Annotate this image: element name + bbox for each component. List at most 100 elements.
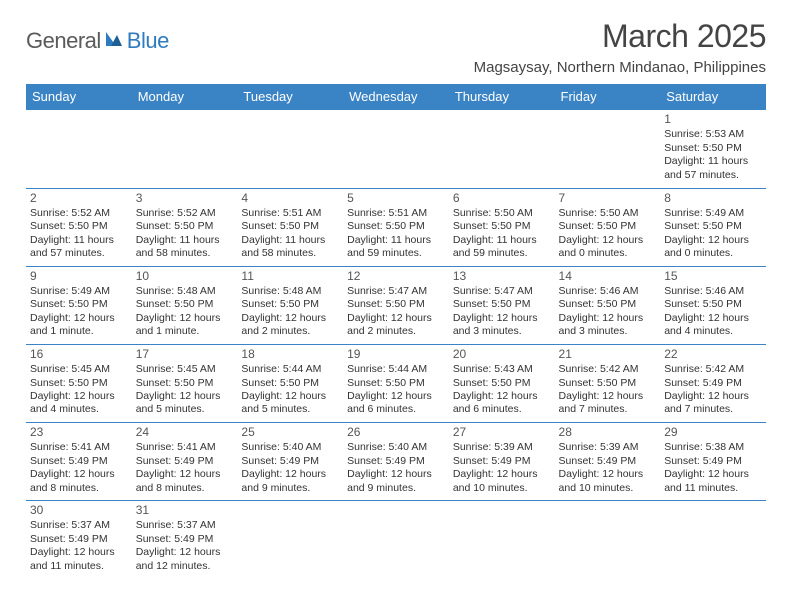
title-block: March 2025 Magsaysay, Northern Mindanao,… xyxy=(474,18,766,76)
sunrise-line: Sunrise: 5:45 AM xyxy=(30,363,128,376)
sunset-line: Sunset: 5:49 PM xyxy=(453,455,551,468)
calendar-blank-cell xyxy=(132,110,238,188)
sunrise-line: Sunrise: 5:37 AM xyxy=(30,519,128,532)
col-monday: Monday xyxy=(132,84,238,110)
day-number: 28 xyxy=(559,425,657,440)
sunrise-line: Sunrise: 5:47 AM xyxy=(347,285,445,298)
daylight-line: Daylight: 12 hours and 6 minutes. xyxy=(347,390,445,417)
calendar-blank-cell xyxy=(237,110,343,188)
day-number: 29 xyxy=(664,425,762,440)
calendar-blank-cell xyxy=(343,110,449,188)
daylight-line: Daylight: 12 hours and 0 minutes. xyxy=(559,234,657,261)
calendar-day-cell: 18Sunrise: 5:44 AMSunset: 5:50 PMDayligh… xyxy=(237,344,343,422)
calendar-week-row: 9Sunrise: 5:49 AMSunset: 5:50 PMDaylight… xyxy=(26,266,766,344)
calendar-day-cell: 14Sunrise: 5:46 AMSunset: 5:50 PMDayligh… xyxy=(555,266,661,344)
day-number: 1 xyxy=(664,112,762,127)
sunrise-line: Sunrise: 5:51 AM xyxy=(241,207,339,220)
day-number: 7 xyxy=(559,191,657,206)
sunrise-line: Sunrise: 5:49 AM xyxy=(30,285,128,298)
sunset-line: Sunset: 5:50 PM xyxy=(664,220,762,233)
day-number: 10 xyxy=(136,269,234,284)
sunset-line: Sunset: 5:50 PM xyxy=(347,298,445,311)
logo-sail-icon xyxy=(104,29,124,54)
sunset-line: Sunset: 5:50 PM xyxy=(136,377,234,390)
sunset-line: Sunset: 5:50 PM xyxy=(347,220,445,233)
col-friday: Friday xyxy=(555,84,661,110)
sunset-line: Sunset: 5:49 PM xyxy=(664,455,762,468)
sunrise-line: Sunrise: 5:37 AM xyxy=(136,519,234,532)
calendar-blank-cell xyxy=(237,500,343,578)
sunset-line: Sunset: 5:49 PM xyxy=(241,455,339,468)
calendar-day-cell: 28Sunrise: 5:39 AMSunset: 5:49 PMDayligh… xyxy=(555,422,661,500)
sunrise-line: Sunrise: 5:44 AM xyxy=(241,363,339,376)
sunrise-line: Sunrise: 5:50 AM xyxy=(559,207,657,220)
daylight-line: Daylight: 11 hours and 57 minutes. xyxy=(664,155,762,182)
calendar-day-cell: 5Sunrise: 5:51 AMSunset: 5:50 PMDaylight… xyxy=(343,188,449,266)
day-number: 13 xyxy=(453,269,551,284)
daylight-line: Daylight: 12 hours and 11 minutes. xyxy=(664,468,762,495)
month-title: March 2025 xyxy=(474,18,766,55)
sunset-line: Sunset: 5:50 PM xyxy=(30,298,128,311)
calendar-day-cell: 16Sunrise: 5:45 AMSunset: 5:50 PMDayligh… xyxy=(26,344,132,422)
sunset-line: Sunset: 5:50 PM xyxy=(559,298,657,311)
sunrise-line: Sunrise: 5:49 AM xyxy=(664,207,762,220)
sunset-line: Sunset: 5:49 PM xyxy=(664,377,762,390)
calendar-day-cell: 31Sunrise: 5:37 AMSunset: 5:49 PMDayligh… xyxy=(132,500,238,578)
calendar-day-cell: 29Sunrise: 5:38 AMSunset: 5:49 PMDayligh… xyxy=(660,422,766,500)
calendar-week-row: 23Sunrise: 5:41 AMSunset: 5:49 PMDayligh… xyxy=(26,422,766,500)
daylight-line: Daylight: 11 hours and 58 minutes. xyxy=(241,234,339,261)
calendar-day-cell: 9Sunrise: 5:49 AMSunset: 5:50 PMDaylight… xyxy=(26,266,132,344)
calendar-body: 1Sunrise: 5:53 AMSunset: 5:50 PMDaylight… xyxy=(26,110,766,578)
day-number: 20 xyxy=(453,347,551,362)
sunrise-line: Sunrise: 5:39 AM xyxy=(453,441,551,454)
sunset-line: Sunset: 5:49 PM xyxy=(136,533,234,546)
day-number: 17 xyxy=(136,347,234,362)
day-number: 14 xyxy=(559,269,657,284)
day-number: 4 xyxy=(241,191,339,206)
daylight-line: Daylight: 12 hours and 6 minutes. xyxy=(453,390,551,417)
sunrise-line: Sunrise: 5:46 AM xyxy=(664,285,762,298)
sunset-line: Sunset: 5:49 PM xyxy=(559,455,657,468)
sunset-line: Sunset: 5:50 PM xyxy=(453,377,551,390)
day-number: 27 xyxy=(453,425,551,440)
col-tuesday: Tuesday xyxy=(237,84,343,110)
sunset-line: Sunset: 5:50 PM xyxy=(136,298,234,311)
location-subtitle: Magsaysay, Northern Mindanao, Philippine… xyxy=(474,59,766,76)
sunset-line: Sunset: 5:50 PM xyxy=(664,142,762,155)
day-number: 6 xyxy=(453,191,551,206)
day-number: 31 xyxy=(136,503,234,518)
day-number: 22 xyxy=(664,347,762,362)
sunrise-line: Sunrise: 5:51 AM xyxy=(347,207,445,220)
sunset-line: Sunset: 5:50 PM xyxy=(241,377,339,390)
day-number: 16 xyxy=(30,347,128,362)
calendar-blank-cell xyxy=(26,110,132,188)
day-number: 2 xyxy=(30,191,128,206)
sunrise-line: Sunrise: 5:42 AM xyxy=(664,363,762,376)
daylight-line: Daylight: 12 hours and 2 minutes. xyxy=(347,312,445,339)
daylight-line: Daylight: 12 hours and 5 minutes. xyxy=(136,390,234,417)
sunrise-line: Sunrise: 5:50 AM xyxy=(453,207,551,220)
sunset-line: Sunset: 5:50 PM xyxy=(30,377,128,390)
calendar-day-cell: 20Sunrise: 5:43 AMSunset: 5:50 PMDayligh… xyxy=(449,344,555,422)
day-number: 23 xyxy=(30,425,128,440)
sunset-line: Sunset: 5:50 PM xyxy=(453,220,551,233)
sunrise-line: Sunrise: 5:52 AM xyxy=(30,207,128,220)
calendar-day-cell: 25Sunrise: 5:40 AMSunset: 5:49 PMDayligh… xyxy=(237,422,343,500)
daylight-line: Daylight: 12 hours and 4 minutes. xyxy=(30,390,128,417)
sunset-line: Sunset: 5:50 PM xyxy=(559,220,657,233)
sunset-line: Sunset: 5:49 PM xyxy=(30,533,128,546)
calendar-day-cell: 22Sunrise: 5:42 AMSunset: 5:49 PMDayligh… xyxy=(660,344,766,422)
calendar-day-cell: 10Sunrise: 5:48 AMSunset: 5:50 PMDayligh… xyxy=(132,266,238,344)
sunrise-line: Sunrise: 5:45 AM xyxy=(136,363,234,376)
day-number: 3 xyxy=(136,191,234,206)
daylight-line: Daylight: 12 hours and 5 minutes. xyxy=(241,390,339,417)
daylight-line: Daylight: 12 hours and 7 minutes. xyxy=(664,390,762,417)
calendar-day-cell: 21Sunrise: 5:42 AMSunset: 5:50 PMDayligh… xyxy=(555,344,661,422)
day-number: 24 xyxy=(136,425,234,440)
sunrise-line: Sunrise: 5:40 AM xyxy=(347,441,445,454)
sunset-line: Sunset: 5:50 PM xyxy=(30,220,128,233)
calendar-header-row: Sunday Monday Tuesday Wednesday Thursday… xyxy=(26,84,766,110)
calendar-blank-cell xyxy=(660,500,766,578)
sunrise-line: Sunrise: 5:40 AM xyxy=(241,441,339,454)
sunrise-line: Sunrise: 5:42 AM xyxy=(559,363,657,376)
